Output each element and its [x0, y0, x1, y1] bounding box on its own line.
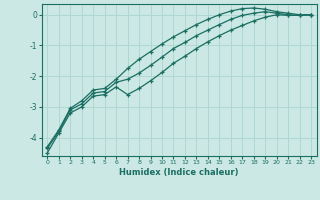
- X-axis label: Humidex (Indice chaleur): Humidex (Indice chaleur): [119, 168, 239, 177]
